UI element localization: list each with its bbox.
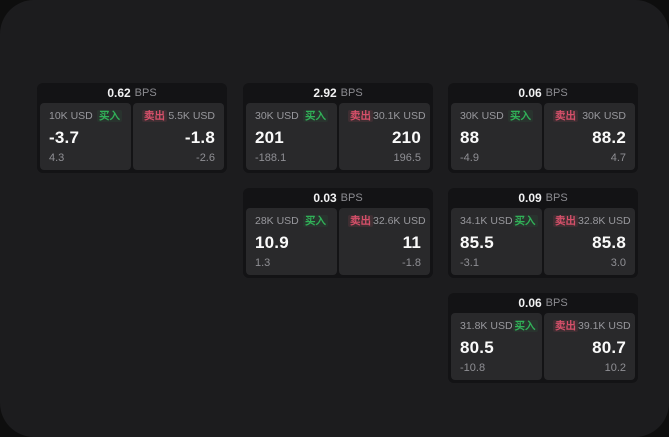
- quote-panels: 30K USD 买入 201 -188.1 卖出 30.1K USD 210 1…: [243, 103, 433, 173]
- buy-panel[interactable]: 30K USD 买入 201 -188.1: [246, 103, 337, 170]
- sell-badge[interactable]: 卖出: [348, 110, 373, 122]
- sell-panel[interactable]: 卖出 30K USD 88.2 4.7: [544, 103, 635, 170]
- quote-panels: 31.8K USD 买入 80.5 -10.8 卖出 39.1K USD 80.…: [448, 313, 638, 383]
- bps-unit: BPS: [340, 192, 363, 204]
- buy-badge[interactable]: 买入: [512, 215, 538, 227]
- card-header: 0.06 BPS: [448, 83, 638, 103]
- sell-price: 85.8: [592, 232, 626, 252]
- quote-card: 0.62 BPS 10K USD 买入 -3.7 4.3 卖出 5.5K USD…: [37, 83, 227, 173]
- quote-card: 0.06 BPS 30K USD 买入 88 -4.9 卖出 30K USD 8…: [448, 83, 638, 173]
- sell-badge[interactable]: 卖出: [553, 320, 578, 332]
- sell-price: 210: [392, 127, 421, 147]
- sell-change: 10.2: [604, 362, 626, 374]
- quote-panels: 10K USD 买入 -3.7 4.3 卖出 5.5K USD -1.8 -2.…: [37, 103, 227, 173]
- sell-size: 39.1K USD: [578, 320, 631, 332]
- buy-price: 85.5: [460, 232, 494, 252]
- buy-badge[interactable]: 买入: [303, 110, 328, 122]
- bps-value: 0.06: [518, 86, 542, 100]
- sell-change: 196.5: [393, 152, 421, 164]
- buy-panel[interactable]: 28K USD 买入 10.9 1.3: [246, 208, 337, 275]
- buy-badge[interactable]: 买入: [508, 110, 533, 122]
- sell-price: 11: [402, 232, 421, 252]
- quote-card: 0.09 BPS 34.1K USD 买入 85.5 -3.1 卖出 32.8K…: [448, 188, 638, 278]
- buy-size: 31.8K USD: [460, 320, 513, 332]
- sell-size: 5.5K USD: [168, 110, 215, 122]
- sell-panel[interactable]: 卖出 39.1K USD 80.7 10.2: [544, 313, 635, 380]
- buy-price: 80.5: [460, 337, 494, 357]
- bps-value: 0.62: [107, 86, 131, 100]
- sell-change: 3.0: [610, 257, 626, 269]
- card-header: 0.03 BPS: [243, 188, 433, 208]
- buy-panel[interactable]: 10K USD 买入 -3.7 4.3: [40, 103, 131, 170]
- buy-price: 10.9: [255, 232, 289, 252]
- sell-panel[interactable]: 卖出 5.5K USD -1.8 -2.6: [133, 103, 224, 170]
- buy-badge[interactable]: 买入: [512, 320, 538, 332]
- sell-change: -1.8: [402, 257, 421, 269]
- sell-panel[interactable]: 卖出 32.8K USD 85.8 3.0: [544, 208, 635, 275]
- buy-size: 34.1K USD: [460, 215, 513, 227]
- quote-panels: 30K USD 买入 88 -4.9 卖出 30K USD 88.2 4.7: [448, 103, 638, 173]
- sell-change: -2.6: [196, 152, 215, 164]
- quote-card: 0.06 BPS 31.8K USD 买入 80.5 -10.8 卖出 39.1…: [448, 293, 638, 383]
- bps-value: 0.09: [518, 191, 542, 205]
- sell-size: 30K USD: [582, 110, 626, 122]
- sell-price: -1.8: [184, 127, 215, 147]
- buy-size: 28K USD: [255, 215, 299, 227]
- buy-size: 30K USD: [255, 110, 299, 122]
- buy-change: -10.8: [460, 362, 486, 374]
- bps-unit: BPS: [340, 87, 363, 99]
- buy-change: -188.1: [255, 152, 287, 164]
- sell-badge[interactable]: 卖出: [142, 110, 167, 122]
- buy-price: 201: [255, 127, 284, 147]
- bps-unit: BPS: [134, 87, 157, 99]
- sell-panel[interactable]: 卖出 32.6K USD 11 -1.8: [339, 208, 430, 275]
- card-header: 2.92 BPS: [243, 83, 433, 103]
- sell-badge[interactable]: 卖出: [553, 215, 578, 227]
- buy-panel[interactable]: 31.8K USD 买入 80.5 -10.8: [451, 313, 542, 380]
- buy-badge[interactable]: 买入: [97, 110, 122, 122]
- bps-value: 0.06: [518, 296, 542, 310]
- buy-change: -3.1: [460, 257, 479, 269]
- buy-price: -3.7: [49, 127, 80, 147]
- bps-unit: BPS: [545, 297, 568, 309]
- buy-size: 10K USD: [49, 110, 93, 122]
- sell-size: 32.6K USD: [373, 215, 426, 227]
- sell-badge[interactable]: 卖出: [348, 215, 373, 227]
- card-header: 0.09 BPS: [448, 188, 638, 208]
- quote-panels: 34.1K USD 买入 85.5 -3.1 卖出 32.8K USD 85.8…: [448, 208, 638, 278]
- buy-size: 30K USD: [460, 110, 504, 122]
- sell-price: 80.7: [592, 337, 626, 357]
- bps-unit: BPS: [545, 87, 568, 99]
- sell-panel[interactable]: 卖出 30.1K USD 210 196.5: [339, 103, 430, 170]
- buy-change: 4.3: [49, 152, 65, 164]
- sell-badge[interactable]: 卖出: [553, 110, 578, 122]
- buy-panel[interactable]: 34.1K USD 买入 85.5 -3.1: [451, 208, 542, 275]
- quote-card: 2.92 BPS 30K USD 买入 201 -188.1 卖出 30.1K …: [243, 83, 433, 173]
- buy-change: 1.3: [255, 257, 271, 269]
- bps-value: 2.92: [313, 86, 337, 100]
- card-header: 0.06 BPS: [448, 293, 638, 313]
- sell-size: 32.8K USD: [578, 215, 631, 227]
- buy-panel[interactable]: 30K USD 买入 88 -4.9: [451, 103, 542, 170]
- sell-size: 30.1K USD: [373, 110, 426, 122]
- bps-unit: BPS: [545, 192, 568, 204]
- quote-card: 0.03 BPS 28K USD 买入 10.9 1.3 卖出 32.6K US…: [243, 188, 433, 278]
- buy-change: -4.9: [460, 152, 479, 164]
- card-header: 0.62 BPS: [37, 83, 227, 103]
- sell-change: 4.7: [610, 152, 626, 164]
- quote-panels: 28K USD 买入 10.9 1.3 卖出 32.6K USD 11 -1.8: [243, 208, 433, 278]
- buy-price: 88: [460, 127, 480, 147]
- bps-value: 0.03: [313, 191, 337, 205]
- buy-badge[interactable]: 买入: [303, 215, 328, 227]
- sell-price: 88.2: [592, 127, 626, 147]
